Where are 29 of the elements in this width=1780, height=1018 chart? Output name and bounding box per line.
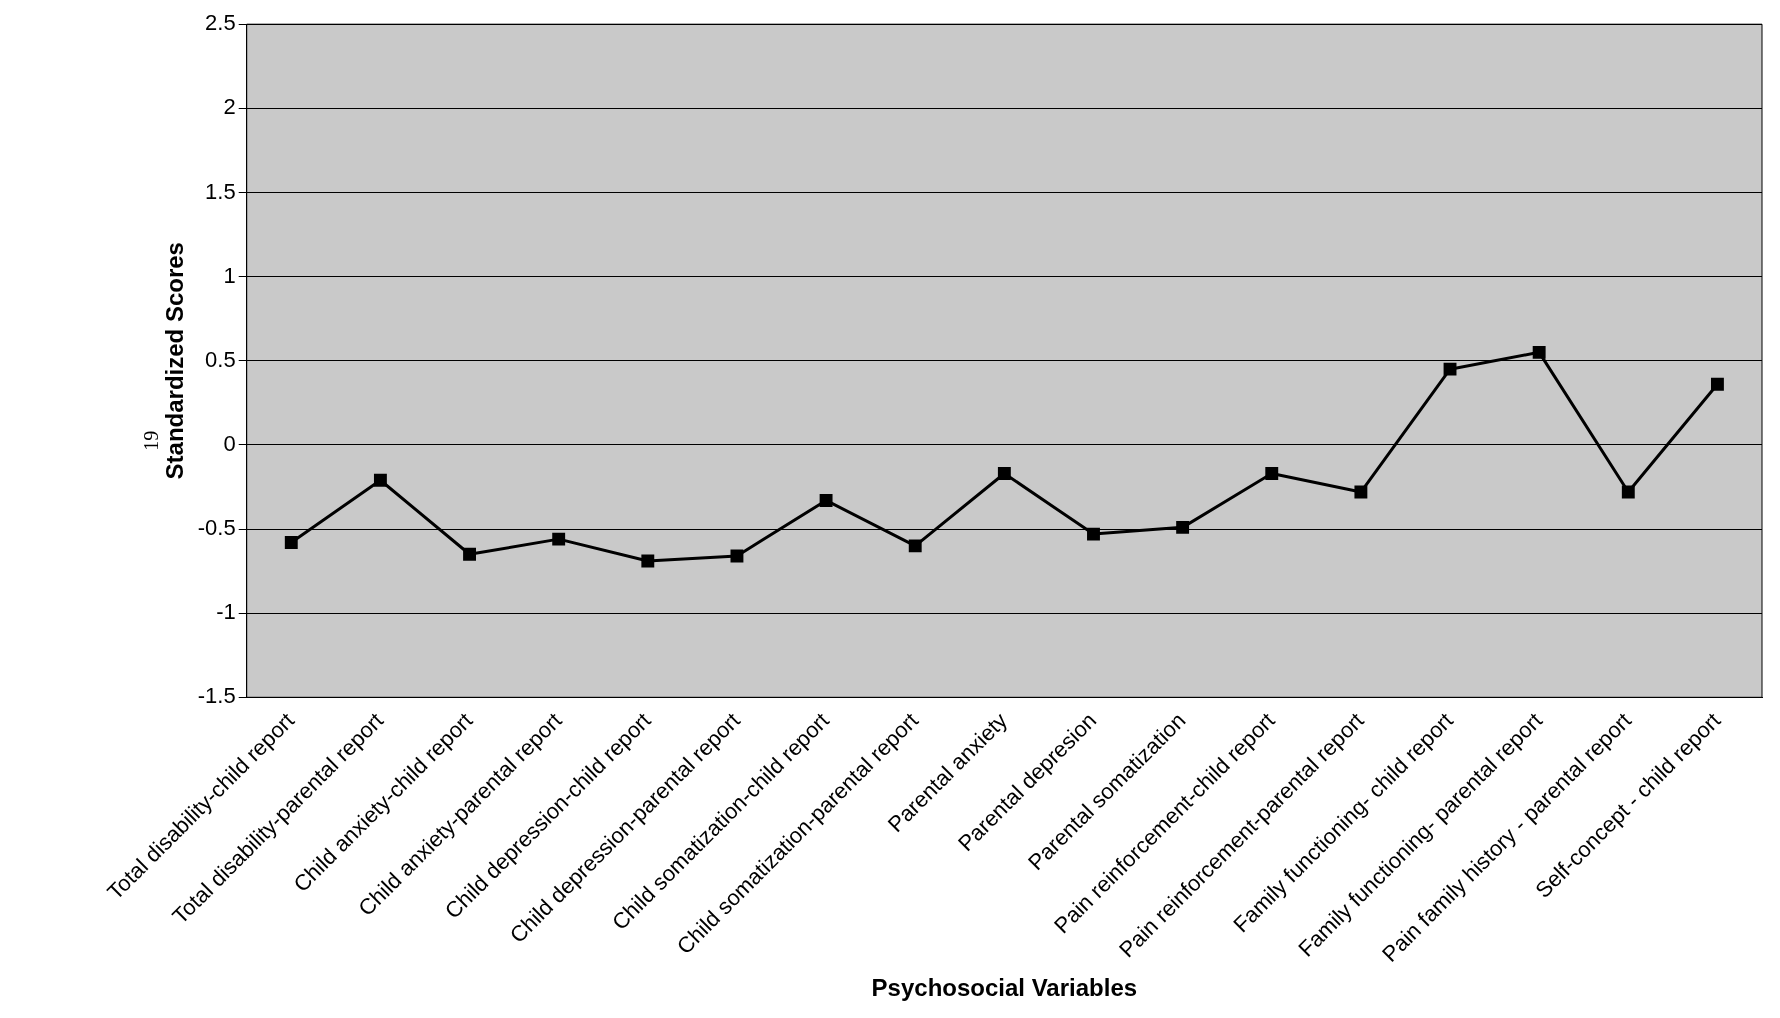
- point: [1532, 345, 1546, 359]
- point: [1265, 467, 1279, 480]
- y-tick-label: 2.5: [205, 10, 236, 36]
- point: [641, 554, 655, 568]
- point: [373, 473, 387, 487]
- point: [552, 532, 566, 546]
- text: 19: [140, 430, 162, 451]
- point: [819, 493, 833, 507]
- y-tick-label: 1: [223, 262, 236, 288]
- point: [1087, 527, 1100, 541]
- point: [1176, 520, 1190, 534]
- point: [1354, 485, 1368, 499]
- x-axis-title: Psychosocial Variables: [871, 974, 1138, 1002]
- y-tick-label: 0.5: [205, 346, 236, 372]
- y-axis-title: Standardized Scores: [161, 242, 189, 480]
- point: [284, 536, 298, 549]
- y-tick-label: 1.5: [205, 178, 236, 204]
- y-tick-label: 0: [223, 430, 236, 456]
- point: [730, 549, 744, 563]
- y-tick-label: 2: [223, 94, 236, 120]
- point: [997, 467, 1011, 480]
- point: [908, 539, 922, 553]
- point: [1443, 362, 1457, 376]
- point: [463, 547, 476, 561]
- y-tick-label: -1.5: [197, 683, 236, 709]
- y-tick-label: -1: [216, 599, 236, 625]
- point: [1621, 485, 1635, 499]
- point: [1710, 377, 1724, 391]
- y-tick-label: -0.5: [197, 515, 236, 541]
